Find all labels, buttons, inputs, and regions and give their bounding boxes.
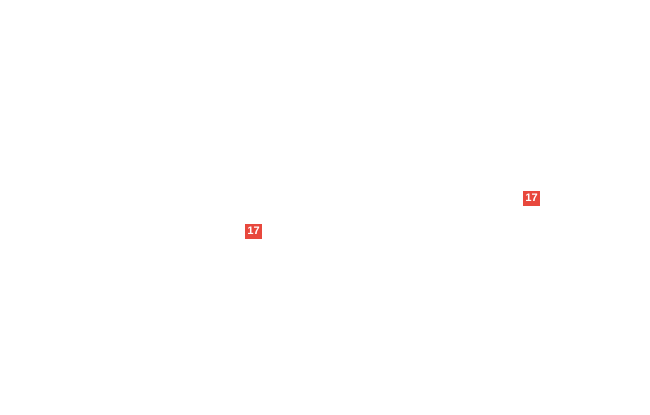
part-callout-17[interactable]: 17 bbox=[523, 191, 540, 206]
part-callout-17[interactable]: 17 bbox=[245, 224, 262, 239]
